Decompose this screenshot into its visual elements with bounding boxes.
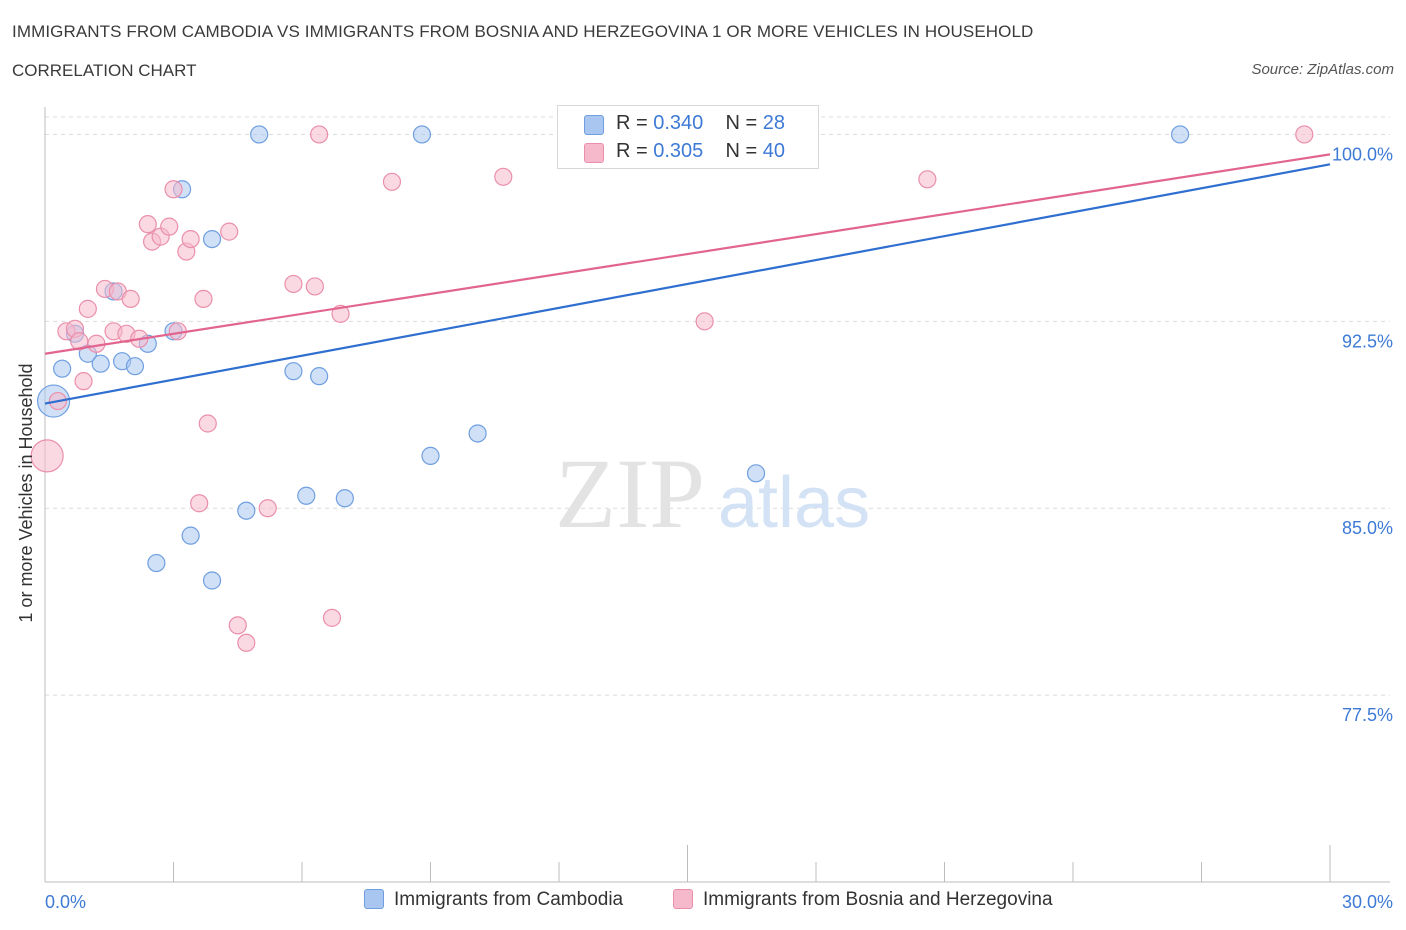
bottom-legend-label-bosnia: Immigrants from Bosnia and Herzegovina bbox=[703, 889, 1053, 910]
bottom-legend-cambodia: Immigrants from Cambodia bbox=[364, 889, 623, 911]
chart-subtitle: CORRELATION CHART bbox=[12, 61, 197, 80]
watermark: ZIP atlas bbox=[555, 438, 870, 549]
cambodia-point bbox=[125, 357, 145, 376]
source-label: Source: ZipAtlas.com bbox=[1251, 61, 1394, 78]
cambodia-point bbox=[412, 125, 432, 144]
bottom-legend-swatch-cambodia bbox=[364, 889, 384, 909]
bosnia-point bbox=[494, 167, 513, 186]
x-tick-label: 30.0% bbox=[1342, 892, 1393, 912]
bosnia-point bbox=[1295, 125, 1314, 144]
watermark-zip: ZIP bbox=[555, 438, 705, 549]
legend-r-value: 0.305 bbox=[653, 140, 704, 162]
legend-n-value: 40 bbox=[762, 140, 786, 162]
bosnia-point bbox=[30, 439, 64, 473]
cambodia-point bbox=[297, 486, 316, 505]
data-points bbox=[30, 125, 1314, 652]
cambodia-point bbox=[181, 526, 200, 545]
bottom-legend-label-cambodia: Immigrants from Cambodia bbox=[394, 889, 624, 910]
bosnia-point bbox=[190, 494, 209, 513]
bosnia-point bbox=[382, 172, 402, 191]
bosnia-point bbox=[305, 277, 324, 296]
cambodia-point bbox=[468, 424, 487, 443]
bosnia-point bbox=[228, 616, 247, 635]
bosnia-point bbox=[310, 125, 329, 144]
bosnia-point bbox=[695, 312, 714, 331]
cambodia-point bbox=[421, 446, 440, 465]
legend-r-value: 0.340 bbox=[653, 112, 704, 134]
gridlines bbox=[45, 116, 1390, 696]
bottom-legend-bosnia: Immigrants from Bosnia and Herzegovina bbox=[673, 889, 1053, 911]
cambodia-point bbox=[202, 571, 222, 590]
cambodia-point bbox=[1170, 125, 1190, 144]
bosnia-point bbox=[237, 633, 256, 652]
cambodia-point bbox=[91, 354, 110, 373]
cambodia-point bbox=[53, 359, 72, 378]
legend-n-label: N = bbox=[725, 140, 763, 162]
legend-r-label: R = bbox=[616, 112, 654, 134]
bosnia-point bbox=[198, 414, 217, 433]
cambodia-point bbox=[250, 125, 269, 144]
bosnia-point bbox=[258, 499, 277, 518]
legend-swatch-cambodia bbox=[584, 115, 604, 135]
cambodia-point bbox=[237, 501, 256, 520]
axes bbox=[44, 107, 1390, 883]
trend-lines bbox=[44, 153, 1331, 405]
bosnia-point bbox=[78, 299, 97, 318]
cambodia-point bbox=[147, 553, 166, 573]
legend-swatch-bosnia bbox=[584, 143, 604, 163]
legend-n-value: 28 bbox=[762, 112, 786, 134]
cambodia-point bbox=[202, 230, 222, 249]
y-tick-label: 100.0% bbox=[1332, 144, 1393, 164]
y-tick-label: 85.0% bbox=[1342, 518, 1393, 538]
bosnia-point bbox=[164, 180, 183, 199]
bosnia-point bbox=[194, 289, 213, 309]
tick-labels: 77.5% 85.0% 92.5% 100.0% 0.0% 30.0% bbox=[45, 144, 1393, 912]
bosnia-point bbox=[181, 230, 200, 249]
bosnia-point bbox=[74, 372, 93, 391]
cambodia-point bbox=[335, 489, 354, 508]
x-tick-label: 0.0% bbox=[45, 892, 86, 912]
legend-box: R = 0.340 N = 28 R = 0.305 N = 40 bbox=[557, 105, 819, 169]
bosnia-point bbox=[138, 215, 157, 234]
cambodia-point bbox=[284, 362, 303, 381]
bosnia-trend-line bbox=[44, 153, 1331, 355]
watermark-atlas: atlas bbox=[718, 463, 870, 543]
cambodia-trend-line bbox=[44, 163, 1331, 405]
y-tick-label: 92.5% bbox=[1342, 331, 1393, 351]
bosnia-point bbox=[918, 170, 937, 189]
legend-r-label: R = bbox=[616, 140, 654, 162]
legend-n-label: N = bbox=[725, 112, 763, 134]
bosnia-point bbox=[220, 222, 239, 241]
bosnia-point bbox=[121, 289, 140, 309]
bosnia-point bbox=[322, 608, 342, 627]
bottom-legend-swatch-bosnia bbox=[673, 889, 693, 909]
y-axis-label: 1 or more Vehicles in Household bbox=[16, 363, 36, 622]
cambodia-point bbox=[746, 464, 766, 483]
y-tick-label: 77.5% bbox=[1342, 705, 1393, 725]
bosnia-point bbox=[160, 217, 179, 236]
cambodia-point bbox=[310, 367, 329, 386]
chart-title: IMMIGRANTS FROM CAMBODIA VS IMMIGRANTS F… bbox=[12, 22, 1034, 41]
bosnia-point bbox=[284, 274, 303, 294]
